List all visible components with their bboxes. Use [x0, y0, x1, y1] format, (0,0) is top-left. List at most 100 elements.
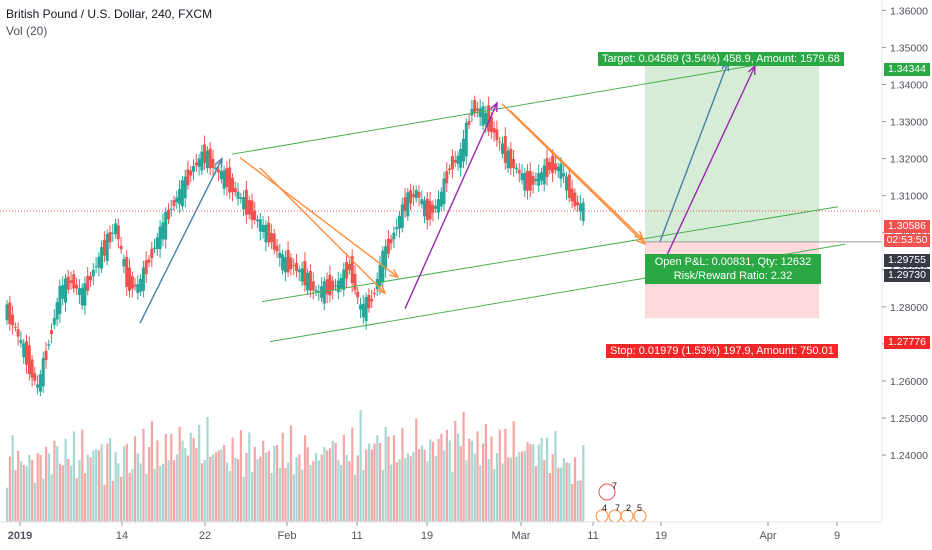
volume-bar — [367, 443, 371, 522]
volume-bar — [476, 431, 479, 522]
candle-body — [322, 281, 326, 304]
candle-body — [537, 173, 541, 186]
candle-body — [158, 226, 162, 250]
volume-bar — [342, 435, 345, 522]
volume-bar — [117, 463, 120, 522]
price-tick-label: 1.35000 — [890, 42, 928, 54]
candle-body — [445, 171, 449, 184]
candle-body — [105, 234, 109, 261]
candle-body — [64, 278, 67, 303]
arrow-blue-2 — [659, 62, 729, 242]
volume-bar — [95, 449, 98, 522]
volume-bar — [58, 463, 62, 522]
candle-body — [55, 302, 59, 320]
candle-body — [8, 302, 12, 324]
candle-body — [58, 286, 62, 315]
volume-bar — [340, 465, 343, 522]
volume-bar — [451, 472, 454, 522]
stop-label: Stop: 0.01979 (1.53%) 197.9, Amount: 750… — [606, 344, 838, 358]
candle-body — [94, 266, 98, 268]
volume-bar — [134, 436, 137, 522]
candle-body — [306, 272, 310, 291]
time-tick-label: 19 — [421, 530, 433, 542]
target-label: Target: 0.04589 (3.54%) 458.9, Amount: 1… — [598, 52, 844, 66]
volume-bar — [111, 480, 114, 522]
volume-bar — [315, 453, 318, 522]
volume-bar — [515, 456, 518, 522]
candle-body — [428, 200, 432, 220]
candle-body — [272, 233, 276, 250]
candle-body — [434, 205, 438, 209]
volume-bar — [128, 472, 131, 522]
candle-body — [167, 209, 170, 220]
candle-body — [389, 239, 393, 244]
candle-body — [30, 359, 34, 378]
volume-bar — [45, 446, 48, 522]
volume-bar — [412, 451, 415, 522]
volume-bar — [36, 453, 39, 522]
candle-body — [328, 275, 332, 296]
volume-bar — [543, 460, 546, 522]
candle-body — [186, 169, 190, 186]
volume-bar — [306, 447, 309, 522]
volume-bar — [103, 484, 106, 522]
volume-bar — [328, 448, 332, 522]
candle-body — [214, 167, 218, 170]
open-pnl-label: Open P&L: 0.00831, Qty: 12632 — [654, 256, 812, 268]
volume-bar — [540, 438, 543, 522]
volume-bar — [579, 480, 582, 522]
candle-body — [359, 304, 362, 310]
candle-body — [38, 374, 42, 392]
candle-body — [289, 257, 293, 270]
volume-bar — [568, 463, 571, 522]
volume-bar — [100, 444, 103, 522]
candle-body — [275, 245, 279, 252]
volume-bar — [351, 427, 354, 522]
volume-bar — [142, 428, 145, 522]
time-tick-label: 2019 — [8, 530, 32, 542]
candle-body — [567, 174, 571, 198]
candle-body — [292, 265, 296, 267]
time-tick-label: 22 — [199, 530, 211, 542]
candle-body — [5, 304, 9, 321]
candle-body — [489, 116, 493, 133]
volume-bar — [523, 450, 526, 522]
volume-bar — [156, 440, 159, 522]
candle-body — [492, 128, 496, 133]
volume-bar — [251, 472, 254, 522]
volume-bar — [387, 436, 390, 522]
volume-bar — [537, 444, 540, 522]
candle-body — [72, 274, 76, 289]
candle-body — [155, 237, 159, 249]
candle-body — [197, 158, 201, 167]
candle-body — [11, 314, 15, 326]
candle-body — [236, 191, 240, 199]
volume-bar — [495, 453, 499, 522]
volume-bar — [354, 475, 357, 522]
candle-body — [233, 188, 237, 192]
candle-body — [169, 208, 173, 210]
arrow-orange-2 — [259, 167, 386, 294]
candle-body — [77, 288, 81, 295]
volume-bar — [284, 468, 287, 522]
candle-body — [420, 199, 424, 205]
volume-bar — [457, 433, 460, 522]
candle-body — [205, 150, 209, 169]
volume-bar — [164, 433, 167, 522]
volume-marker — [598, 483, 616, 501]
candle-body — [242, 197, 246, 210]
candle-body — [308, 270, 312, 291]
volume-bar — [521, 451, 524, 522]
candle-body — [467, 120, 471, 125]
arrow-purple-1-head — [489, 101, 498, 113]
volume-bar — [86, 454, 89, 522]
candle-body — [431, 204, 435, 213]
volume-bar — [278, 467, 281, 522]
candle-body — [364, 297, 368, 322]
candle-body — [559, 163, 563, 179]
volume-bar — [72, 431, 75, 522]
volume-bar — [462, 411, 465, 522]
candle-body — [409, 190, 413, 204]
volume-bar — [529, 443, 532, 522]
